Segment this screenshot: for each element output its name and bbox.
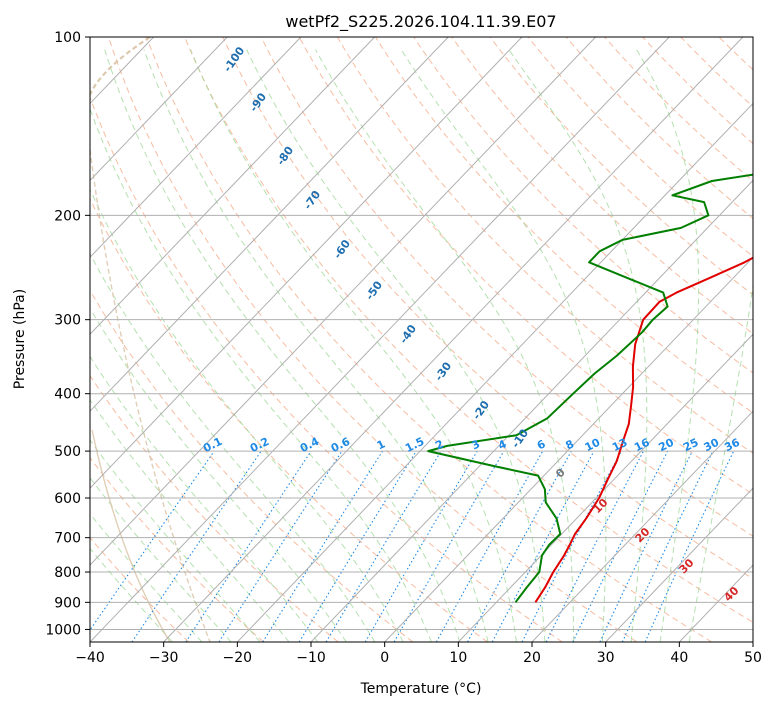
- x-tick-label: −20: [223, 650, 253, 666]
- x-tick-label: 40: [670, 650, 688, 666]
- y-tick-label: 700: [54, 531, 81, 547]
- y-axis-label: Pressure (hPa): [12, 289, 28, 389]
- y-tick-label: 900: [54, 595, 81, 611]
- x-tick-label: −10: [296, 650, 326, 666]
- isotherm-gridline: [753, 37, 775, 642]
- x-tick-label: 0: [380, 650, 389, 666]
- x-tick-label: 10: [449, 650, 467, 666]
- y-tick-label: 600: [54, 491, 81, 507]
- y-tick-label: 500: [54, 444, 81, 460]
- y-tick-label: 300: [54, 313, 81, 329]
- y-tick-label: 800: [54, 565, 81, 581]
- x-tick-label: 30: [597, 650, 615, 666]
- y-tick-label: 100: [54, 30, 81, 46]
- x-tick-label: −30: [149, 650, 179, 666]
- y-tick-label: 200: [54, 208, 81, 224]
- y-tick-label: 1000: [45, 622, 81, 638]
- x-tick-label: −40: [75, 650, 105, 666]
- chart-title: wetPf2_S225.2026.104.11.39.E07: [285, 12, 556, 32]
- x-tick-label: 50: [744, 650, 762, 666]
- x-axis-label: Temperature (°C): [360, 681, 482, 697]
- x-tick-label: 20: [523, 650, 541, 666]
- y-tick-label: 400: [54, 387, 81, 403]
